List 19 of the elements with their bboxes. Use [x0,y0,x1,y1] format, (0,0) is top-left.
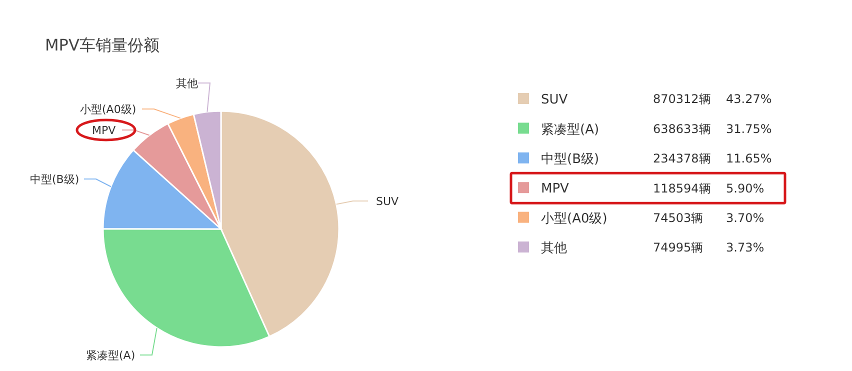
text: 74995辆 3.73% [653,240,764,255]
text: 234378辆 11.65% [653,152,772,166]
chart-title: MPV车销量份额 [45,36,160,55]
slice-label: 其他 [176,76,198,90]
legend-label: 紧凑型(A) [541,122,600,138]
legend-label: SUV [541,92,568,108]
text: 118594辆 5.90% [653,181,764,196]
text: 638633辆 31.75% [653,122,772,136]
slice-label: 紧凑型(A) [86,348,136,362]
text: 870312辆 43.27% [653,92,772,106]
text: 74503辆 3.70% [653,211,764,225]
legend-label: 小型(A0级) [541,211,608,226]
slice-label: 小型(A0级) [80,102,136,116]
slice-label: SUV [376,194,400,208]
legend-label: 中型(B级) [541,152,600,167]
slice-label: 中型(B级) [30,172,80,186]
legend-label: MPV [541,182,570,197]
slice-label: MPV [92,124,116,137]
legend-label: 其他 [541,241,567,256]
